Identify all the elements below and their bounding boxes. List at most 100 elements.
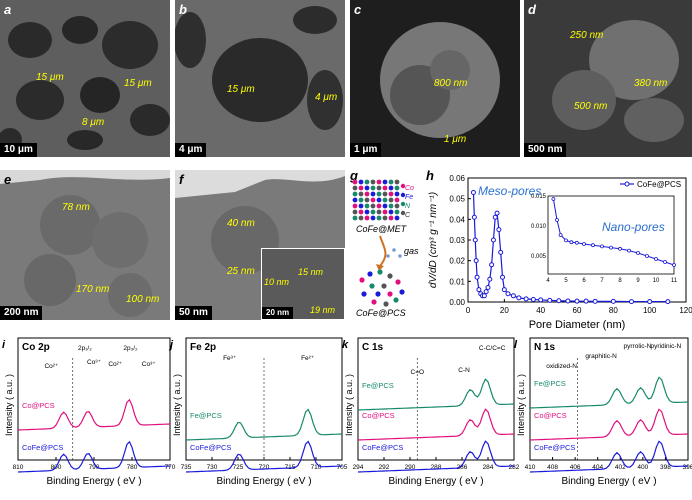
data-point xyxy=(496,227,502,233)
x-tick-label: 100 xyxy=(643,306,657,315)
inset-y-tick-label: 0.005 xyxy=(531,254,547,260)
panel-label-k: k xyxy=(342,339,349,351)
panel-label-b: b xyxy=(179,2,187,17)
annotation-d-3: 500 nm xyxy=(574,101,608,112)
spectrum-line xyxy=(529,440,689,473)
annotation-f-5: 19 nm xyxy=(310,305,336,315)
sem-texture xyxy=(0,0,170,157)
annotation-c-2: 1 μm xyxy=(444,134,467,145)
annotation-e-3: 100 nm xyxy=(126,294,160,305)
data-point xyxy=(489,262,495,268)
atom xyxy=(394,197,400,203)
inset-point xyxy=(654,257,658,261)
data-point xyxy=(510,293,516,299)
sample-label: Co@PCS xyxy=(362,411,395,420)
legend-fe: Fe xyxy=(405,194,414,201)
inset-x-tick-label: 9 xyxy=(636,278,640,284)
data-point xyxy=(574,298,580,304)
atom xyxy=(394,191,400,197)
y-tick-label: 0.00 xyxy=(449,298,465,307)
peak-label: C-C/C=C xyxy=(479,345,506,352)
inset-x-tick-label: 11 xyxy=(671,278,678,284)
x-tick-label: 20 xyxy=(500,306,509,315)
x-tick-label: 120 xyxy=(679,306,692,315)
peak-label: pyridinic-N xyxy=(651,343,682,350)
sem-panel-b: b 15 μm 4 μm 4 μm xyxy=(175,0,345,157)
sample-label: Fe@PCS xyxy=(362,381,394,390)
peak-label: 2p₁/₂ xyxy=(78,345,92,352)
legend-n: N xyxy=(405,203,411,210)
data-point xyxy=(472,237,478,243)
inset-point xyxy=(609,245,613,250)
legend-dot xyxy=(400,192,406,198)
data-point xyxy=(476,287,482,293)
peak-label: Co²⁺ xyxy=(44,363,58,370)
peak-label: graphitic-N xyxy=(585,353,617,360)
x-tick-label: 284 xyxy=(483,464,494,471)
atom xyxy=(376,179,382,185)
data-point xyxy=(583,298,589,304)
x-tick-label: 790 xyxy=(89,464,100,471)
spectrum-line xyxy=(357,440,515,473)
inset-frame xyxy=(547,195,675,275)
atom xyxy=(382,203,388,209)
inset-point xyxy=(672,263,676,267)
xps-frame xyxy=(529,337,689,461)
nano-pores-label: Nano-pores xyxy=(602,220,665,234)
data-point xyxy=(523,296,529,302)
scale-bar-e: 200 nm xyxy=(0,306,43,320)
y-axis-label: Intensity ( a.u. ) xyxy=(172,374,182,436)
x-tick-label: 730 xyxy=(207,464,218,471)
atom xyxy=(370,179,376,185)
atom xyxy=(394,179,400,185)
atom xyxy=(364,179,370,185)
atom xyxy=(364,185,370,191)
x-tick-label: 705 xyxy=(337,464,348,471)
x-tick-label: 294 xyxy=(353,464,364,471)
atom xyxy=(370,209,376,215)
inset-point xyxy=(636,251,640,255)
tem-panel-e: e 78 nm 170 nm 100 nm 200 nm xyxy=(0,170,170,320)
annotation-b-2: 4 μm xyxy=(315,92,338,103)
inset-point xyxy=(551,197,556,201)
xps-title: Co 2p xyxy=(22,342,50,353)
atom xyxy=(383,301,389,307)
y-axis-label: dV/dD (cm³ g⁻¹ nm⁻¹) xyxy=(428,192,439,288)
sample-label: Fe@PCS xyxy=(534,379,566,388)
atom xyxy=(358,191,364,197)
sample-label: Co@PCS xyxy=(22,401,55,410)
annotation-a-3: 8 μm xyxy=(82,117,105,128)
legend-dot xyxy=(400,201,406,207)
y-axis-label: Intensity ( a.u. ) xyxy=(4,374,14,436)
atom xyxy=(364,203,370,209)
atom xyxy=(352,203,358,209)
inset-x-tick-label: 7 xyxy=(600,278,604,284)
x-tick-label: 400 xyxy=(637,464,648,471)
data-point xyxy=(471,214,477,220)
annotation-e-2: 170 nm xyxy=(76,284,110,295)
legend-dot xyxy=(400,183,406,189)
x-tick-label: 282 xyxy=(509,464,520,471)
annotation-f-1: 40 nm xyxy=(227,218,255,229)
atom xyxy=(352,209,358,215)
atom xyxy=(370,191,376,197)
atom xyxy=(388,191,394,197)
x-tick-label: 0 xyxy=(466,306,471,315)
atom xyxy=(393,297,399,303)
annotation-c-1: 800 nm xyxy=(434,78,468,89)
panel-label-e: e xyxy=(4,172,12,187)
legend-dot xyxy=(400,210,406,216)
pore-size-chart: 0 20 40 60 80 100 120 0.00 0.01 0.02 0.03 0.04 0.05 0… xyxy=(428,174,692,331)
y-tick-label: 0.03 xyxy=(449,236,465,245)
x-tick-label: 406 xyxy=(570,464,581,471)
x-tick-label: 402 xyxy=(615,464,626,471)
peak-label: 2p₃/₂ xyxy=(123,345,138,352)
porous-network xyxy=(359,269,405,307)
atom xyxy=(370,203,376,209)
atom xyxy=(394,215,400,221)
scale-bar-d: 500 nm xyxy=(524,143,567,157)
atom xyxy=(382,191,388,197)
spectrum-line xyxy=(17,440,171,473)
annotation-e-1: 78 nm xyxy=(62,202,90,213)
